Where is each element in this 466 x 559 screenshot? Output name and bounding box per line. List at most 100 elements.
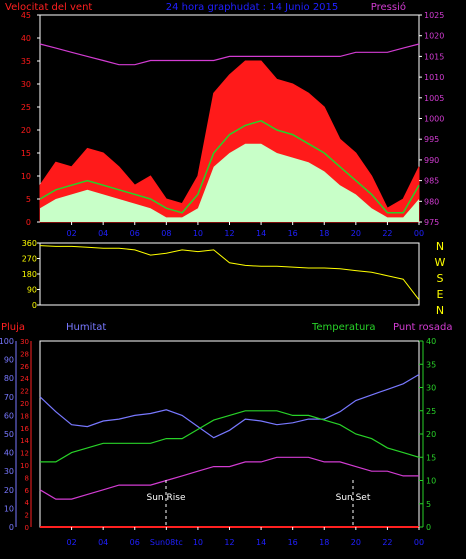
pressure-title: Pressió [371,1,406,13]
temperature-title: Temperatura [311,322,376,333]
wind-xtick-label: 12 [224,229,234,238]
wind-ytick-label: 5 [26,195,31,204]
direction-ytick-label: 270 [22,255,37,264]
wind-direction-series [39,245,420,301]
dewpoint-series [39,456,419,500]
wind-ytick-label: 25 [21,103,31,112]
direction-ytick-label: 0 [32,301,37,310]
temperature-ytick-label: 10 [426,477,436,486]
wind-speed-title: Velocitat del vent [5,2,92,13]
climate-xtick-label: 18 [319,538,329,547]
climate-xtick-label: 04 [98,538,108,547]
climate-xtick-label: 00 [414,538,424,547]
climate-xtick-label: 14 [256,538,266,547]
pressure-ytick-label: 995 [424,135,439,144]
climate-xtick-label: 16 [288,538,298,547]
pressure-ytick-label: 1025 [424,11,444,20]
wind-xtick-label: 08 [161,229,171,238]
temperature-ytick-label: 35 [426,360,436,369]
wind-xtick-label: 10 [193,229,203,238]
sunrise-label: Sun Rise [147,493,186,503]
climate-xtick-label: 06 [130,538,140,547]
compass-label-s: S [437,272,444,285]
direction-ytick-label: 360 [22,239,37,248]
rain-ytick-label: 30 [20,338,29,346]
rain-ytick-label: 8 [25,474,29,482]
wind-xtick-label: 06 [130,229,140,238]
temperature-ytick-label: 0 [426,523,431,532]
humidity-ytick-label: 40 [4,449,14,458]
wind-axes: 0510152025303540459759809859909951000100… [21,11,445,238]
humidity-ytick-label: 100 [0,337,14,346]
rain-ytick-label: 24 [20,375,29,383]
rain-ytick-label: 6 [25,487,30,495]
wind-ytick-label: 10 [21,172,31,181]
compass-labels: N W S E N [435,240,446,317]
climate-axes: 0102030405060708090100024681012141618202… [0,337,436,547]
wind-ytick-label: 20 [21,126,31,135]
humidity-ytick-label: 60 [4,411,14,420]
wind-xtick-label: 04 [98,229,108,238]
rain-ytick-label: 10 [20,462,29,470]
chart-date-title: 24 hora graphudat : 14 Junio 2015 [166,2,339,13]
pressure-ytick-label: 1010 [424,73,444,82]
humidity-ytick-label: 90 [4,356,14,365]
wind-xtick-label: 16 [288,229,298,238]
temperature-ytick-label: 5 [426,500,431,509]
temperature-ytick-label: 30 [426,384,436,393]
rain-ytick-label: 14 [20,437,29,445]
wind-chart [39,43,420,223]
pressure-ytick-label: 1015 [424,52,444,61]
climate-xtick-label: Sun08tc [150,538,183,547]
humidity-ytick-label: 10 [4,504,14,513]
compass-label-n-bottom: N [436,304,444,317]
pressure-ytick-label: 1005 [424,94,444,103]
climate-xtick-label: 22 [382,538,392,547]
rain-ytick-label: 20 [20,400,29,408]
rain-ytick-label: 16 [20,425,29,433]
pressure-ytick-label: 975 [424,218,439,227]
climate-xtick-label: 10 [193,538,203,547]
rain-ytick-label: 26 [20,363,29,371]
direction-ytick-label: 180 [22,270,37,279]
pressure-ytick-label: 1020 [424,32,444,41]
rain-ytick-label: 12 [20,450,29,458]
wind-xtick-label: 18 [319,229,329,238]
rain-ytick-label: 18 [20,412,29,420]
wind-ytick-label: 40 [21,34,31,43]
pressure-ytick-label: 990 [424,156,439,165]
humidity-ytick-label: 30 [4,467,14,476]
temperature-series [40,410,420,463]
climate-xtick-label: 02 [66,538,76,547]
humidity-series [39,373,420,439]
wind-xtick-label: 02 [66,229,76,238]
wind-ytick-label: 35 [21,57,31,66]
humidity-title: Humitat [66,322,106,333]
wind-ytick-label: 30 [21,80,31,89]
wind-xtick-label: 22 [382,229,392,238]
compass-label-w: W [435,256,446,269]
temperature-ytick-label: 20 [426,430,436,439]
rain-ytick-label: 28 [20,350,29,358]
rain-ytick-label: 2 [25,512,29,520]
wind-direction-axes: 0 90 180 270 360 [22,239,40,310]
pressure-series [39,43,420,66]
temperature-ytick-label: 25 [426,407,436,416]
wind-ytick-label: 15 [21,149,31,158]
climate-xtick-label: 12 [224,538,234,547]
dewpoint-title: Punt rosada [393,322,452,333]
temperature-ytick-label: 15 [426,453,436,462]
compass-label-n-top: N [436,240,444,253]
pressure-ytick-label: 1000 [424,115,444,124]
direction-ytick-label: 90 [27,286,37,295]
wind-avg-series [39,119,420,214]
humidity-ytick-label: 20 [4,486,14,495]
temperature-ytick-label: 40 [426,337,436,346]
wind-min-series [40,143,419,222]
rain-ytick-label: 4 [25,499,30,507]
rain-ytick-label: 22 [20,388,29,396]
sunset-label: Sun Set [336,493,371,503]
wind-xtick-label: 00 [414,229,424,238]
compass-label-e: E [437,288,444,301]
